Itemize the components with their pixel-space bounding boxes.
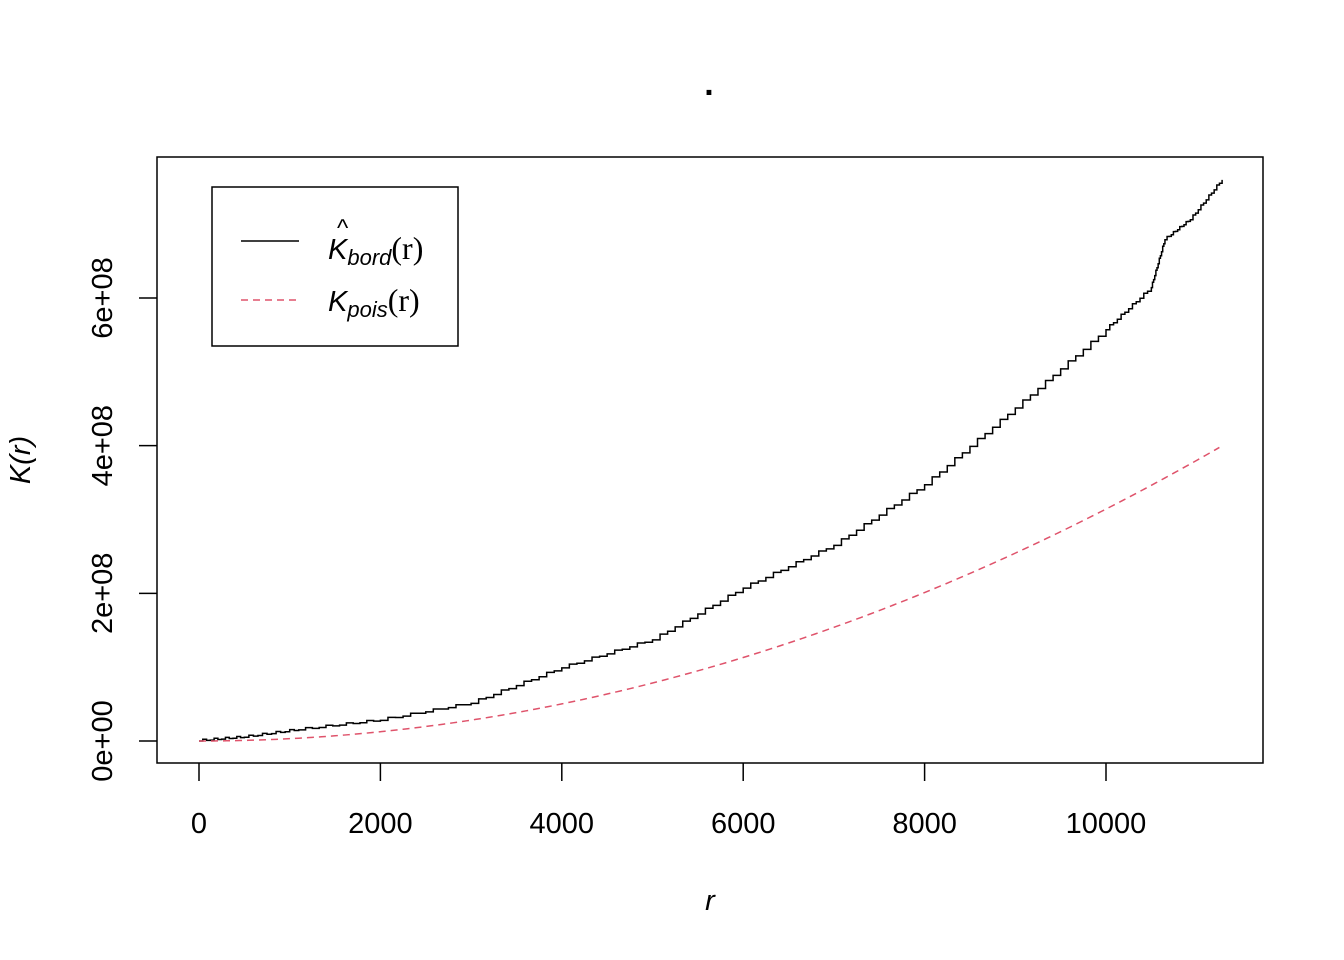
chart-title: . — [704, 65, 713, 103]
x-axis-label: r — [705, 885, 716, 917]
x-tick-label: 4000 — [530, 808, 595, 840]
y-axis-label: K(r) — [5, 436, 37, 484]
legend: ^ Kbord(r) Kpois(r) — [211, 186, 459, 347]
plot-frame — [156, 156, 1264, 764]
x-tick-label: 6000 — [711, 808, 776, 840]
y-tick-label: 2e+08 — [87, 553, 119, 634]
series-kbord-line — [199, 179, 1223, 742]
x-tick-label: 2000 — [348, 808, 413, 840]
y-tick-label: 6e+08 — [87, 257, 119, 338]
y-tick-label: 0e+00 — [87, 700, 119, 781]
x-tick-label: 0 — [191, 808, 207, 840]
x-tick-label: 8000 — [892, 808, 957, 840]
legend-box — [211, 186, 459, 347]
legend-hat: ^ — [337, 215, 349, 242]
y-tick-label: 4e+08 — [87, 405, 119, 486]
legend-label-kpois: Kpois(r) — [328, 282, 420, 322]
series-kpois-line — [198, 446, 1220, 742]
x-tick-label: 10000 — [1066, 808, 1147, 840]
legend-label-kbord: Kbord(r) — [328, 230, 423, 270]
